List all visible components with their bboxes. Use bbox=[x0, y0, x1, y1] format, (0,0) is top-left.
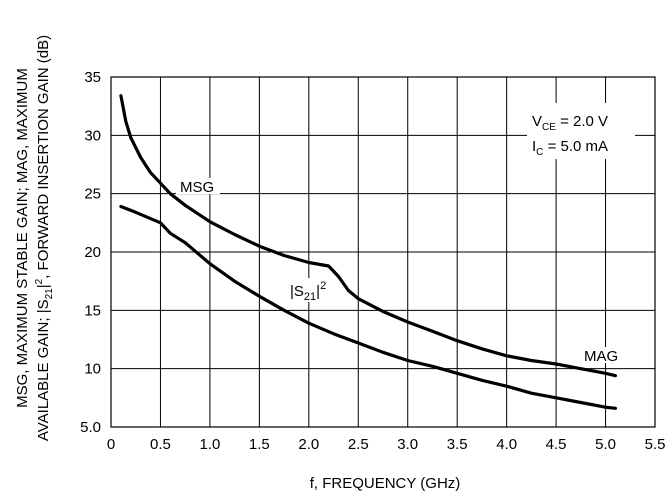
x-tick-label: 3.5 bbox=[447, 436, 468, 453]
x-tick-label: 0.5 bbox=[150, 436, 171, 453]
x-tick-label: 2.0 bbox=[298, 436, 319, 453]
x-tick-label: 3.0 bbox=[397, 436, 418, 453]
y-tick-label: 5.0 bbox=[80, 419, 101, 436]
y-tick-label: 30 bbox=[84, 127, 101, 144]
y-tick-label: 35 bbox=[84, 69, 101, 86]
x-tick-label: 0 bbox=[107, 436, 115, 453]
vce-condition: VCE = 2.0 V bbox=[532, 113, 608, 133]
grid bbox=[111, 77, 655, 427]
ic-condition: IC = 5.0 mA bbox=[532, 138, 608, 158]
y-axis-label-line2: AVAILABLE GAIN; |S21|2, FORWARD INSERTIO… bbox=[34, 35, 55, 441]
mag-label-bg bbox=[580, 347, 626, 363]
x-tick-label: 5.0 bbox=[595, 436, 616, 453]
s21-label: |S21|2 bbox=[290, 280, 326, 303]
y-tick-label: 25 bbox=[84, 186, 101, 203]
msg-label: MSG bbox=[180, 179, 214, 196]
y-tick-label: 10 bbox=[84, 361, 101, 378]
y-tick-label: 20 bbox=[84, 244, 101, 261]
conditions-bg bbox=[527, 103, 635, 159]
x-tick-label: 2.5 bbox=[348, 436, 369, 453]
y-axis-label-line1: MSG, MAXIMUM STABLE GAIN; MAG, MAXIMUM bbox=[14, 68, 31, 408]
x-tick-label: 1.5 bbox=[249, 436, 270, 453]
x-tick-label: 5.5 bbox=[645, 436, 666, 453]
plot-frame bbox=[110, 76, 656, 428]
msg-mag-curve bbox=[119, 94, 617, 378]
y-tick-labels: 5.0 10 15 20 25 30 35 bbox=[80, 69, 101, 436]
x-tick-label: 1.0 bbox=[199, 436, 220, 453]
x-tick-label: 4.5 bbox=[546, 436, 567, 453]
s21-curve bbox=[119, 204, 617, 410]
mag-label: MAG bbox=[584, 348, 618, 365]
x-axis-label: f, FREQUENCY (GHz) bbox=[310, 475, 461, 492]
s21-label-bg bbox=[286, 278, 334, 302]
msg-label-bg bbox=[176, 178, 220, 194]
y-tick-label: 15 bbox=[84, 302, 101, 319]
x-tick-labels: 0 0.5 1.0 1.5 2.0 2.5 3.0 3.5 4.0 4.5 5.0 5.5 bbox=[107, 436, 666, 453]
x-tick-label: 4.0 bbox=[496, 436, 517, 453]
